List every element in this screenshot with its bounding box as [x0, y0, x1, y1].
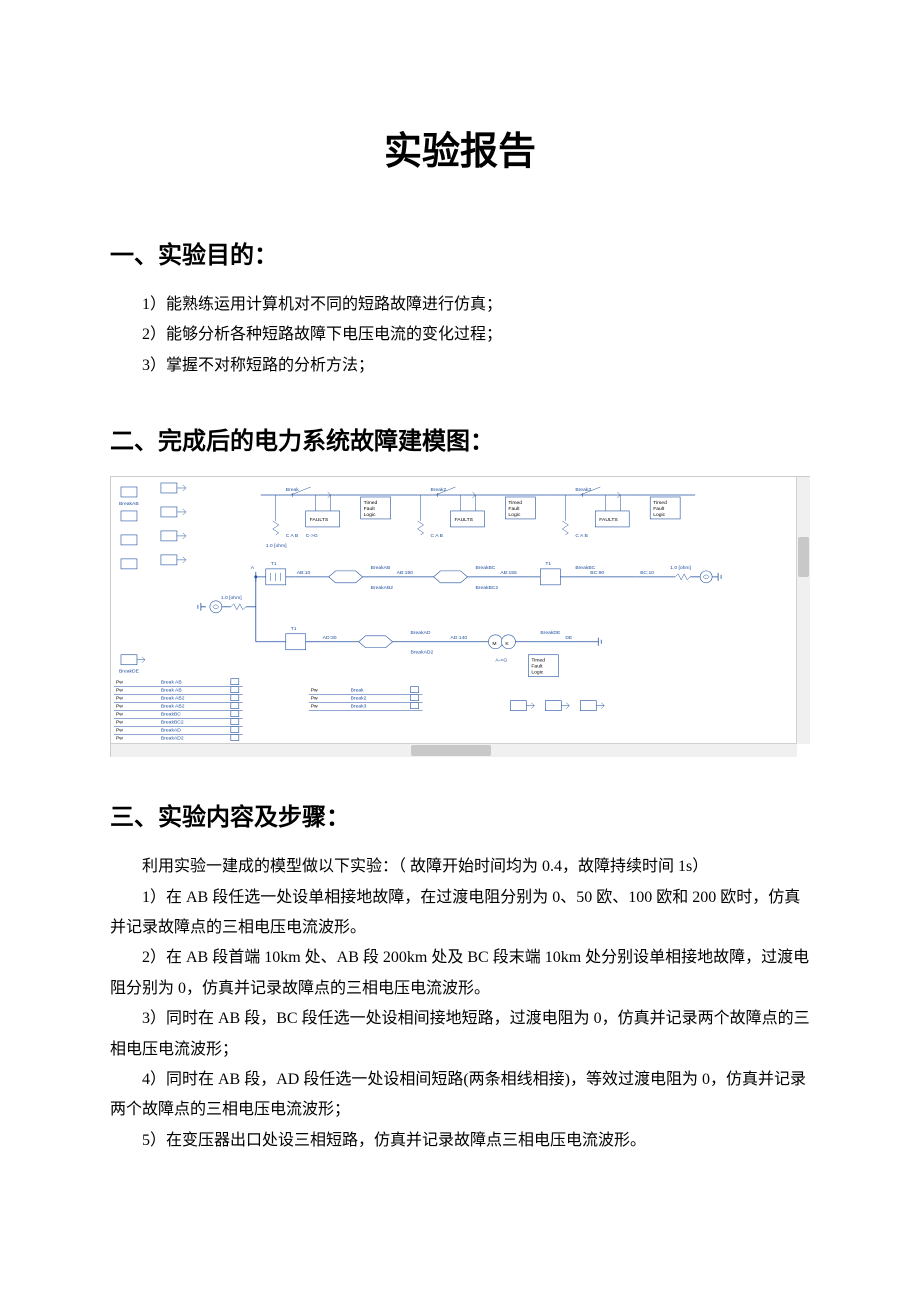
- middle-bus: 1.0 [ohm] A T1 AB:10 BreakAB Break: [198, 561, 721, 613]
- svg-text:Break AB2: Break AB2: [161, 696, 185, 702]
- svg-text:Break2: Break2: [431, 487, 447, 493]
- svg-text:Pw: Pw: [311, 696, 318, 702]
- section-3-heading: 三、实验内容及步骤：: [110, 797, 810, 832]
- svg-text:DE: DE: [565, 635, 573, 641]
- svg-text:A: A: [251, 565, 255, 571]
- svg-text:AB:155: AB:155: [500, 570, 517, 576]
- svg-text:AD:140: AD:140: [450, 635, 467, 641]
- section-2-heading: 二、完成后的电力系统故障建模图：: [110, 421, 810, 456]
- lower-bus: T1 AD:30 BreakAD BreakAD2 AD:140 M K: [256, 577, 601, 677]
- report-title: 实验报告: [110, 120, 810, 175]
- svg-text:T1: T1: [271, 561, 277, 567]
- svg-text:BreakBC: BreakBC: [161, 712, 181, 718]
- svg-text:Break AB: Break AB: [161, 680, 182, 686]
- bottom-right-sources: [510, 701, 604, 711]
- scrollbar-thumb[interactable]: [411, 745, 491, 756]
- svg-text:BreakAD2: BreakAD2: [161, 736, 184, 742]
- breaker-table-mid: Pw Break Pw Break2 Pw Break3: [309, 687, 423, 711]
- svg-text:AD:30: AD:30: [323, 635, 337, 641]
- svg-text:Logic: Logic: [531, 670, 543, 676]
- svg-text:Pw: Pw: [116, 720, 123, 726]
- svg-text:1.0 [ohm]: 1.0 [ohm]: [670, 565, 691, 571]
- svg-text:M: M: [492, 641, 496, 647]
- step-item: 1）在 AB 段任选一处设单相接地故障，在过渡电阻分别为 0、50 欧、100 …: [110, 883, 810, 944]
- svg-text:1.0 [ohm]: 1.0 [ohm]: [221, 595, 242, 601]
- svg-text:T1: T1: [291, 626, 297, 632]
- objective-item: 2）能够分析各种短路故障下电压电流的变化过程；: [110, 320, 810, 350]
- step-item: 2）在 AB 段首端 10km 处、AB 段 200km 处及 BC 段末端 1…: [110, 943, 810, 1004]
- svg-text:BreakAD: BreakAD: [161, 728, 181, 734]
- svg-text:BreakBC: BreakBC: [575, 565, 595, 571]
- svg-text:BreakAD2: BreakAD2: [411, 650, 434, 656]
- circuit-svg: BreakAB Break 1: [111, 477, 797, 744]
- svg-text:BreakAD: BreakAD: [411, 630, 431, 636]
- svg-text:Break2: Break2: [351, 696, 367, 702]
- svg-text:1.0 [ohm]: 1.0 [ohm]: [266, 543, 287, 549]
- step-item: 5）在变压器出口处设三相短路，仿真并记录故障点三相电压电流波形。: [110, 1126, 810, 1156]
- svg-text:C A B: C A B: [575, 533, 588, 539]
- svg-text:Logic: Logic: [508, 512, 520, 518]
- svg-text:FAULTS: FAULTS: [599, 517, 618, 523]
- scrollbar-thumb[interactable]: [798, 537, 809, 577]
- svg-text:FAULTS: FAULTS: [310, 517, 329, 523]
- svg-text:T1: T1: [545, 561, 551, 567]
- svg-text:AB:190: AB:190: [397, 570, 414, 576]
- svg-text:Pw: Pw: [116, 728, 123, 734]
- source-block-group: BreakAB: [119, 483, 186, 569]
- svg-text:BreakAB: BreakAB: [119, 501, 139, 507]
- section-3-intro: 利用实验一建成的模型做以下实验：（ 故障开始时间均为 0.4，故障持续时间 1s…: [110, 852, 810, 882]
- svg-text:Break3: Break3: [575, 487, 591, 493]
- svg-text:Pw: Pw: [311, 704, 318, 710]
- svg-text:Pw: Pw: [116, 688, 123, 694]
- upper-bus: Break 1.0 [ohm] FAULTS C->G C A B Timed …: [261, 487, 695, 549]
- svg-text:Pw: Pw: [116, 704, 123, 710]
- section-1-heading: 一、实验目的：: [110, 235, 810, 270]
- svg-text:A->G: A->G: [495, 658, 507, 664]
- svg-text:Break: Break: [351, 688, 365, 694]
- diagram-vertical-scrollbar[interactable]: [796, 477, 810, 744]
- svg-text:Logic: Logic: [653, 512, 665, 518]
- svg-text:Break: Break: [286, 487, 300, 493]
- svg-text:BreakAB2: BreakAB2: [371, 585, 394, 591]
- svg-text:Pw: Pw: [116, 680, 123, 686]
- svg-text:Break AB: Break AB: [161, 688, 182, 694]
- svg-text:C A B: C A B: [286, 533, 299, 539]
- power-system-diagram: BreakAB Break 1: [110, 476, 810, 757]
- svg-text:Pw: Pw: [116, 696, 123, 702]
- svg-text:Break AB2: Break AB2: [161, 704, 185, 710]
- step-item: 4）同时在 AB 段，AD 段任选一处设相间短路(两条相线相接)，等效过渡电阻为…: [110, 1065, 810, 1126]
- svg-text:AB:10: AB:10: [297, 570, 311, 576]
- diagram-horizontal-scrollbar[interactable]: [111, 743, 797, 757]
- svg-text:Pw: Pw: [311, 688, 318, 694]
- svg-text:FAULTS: FAULTS: [454, 517, 473, 523]
- svg-text:BreakBC2: BreakBC2: [161, 720, 184, 726]
- lone-breaker: BreakDE: [119, 655, 145, 675]
- svg-text:Pw: Pw: [116, 736, 123, 742]
- svg-text:BreakBC2: BreakBC2: [475, 585, 498, 591]
- svg-text:C A B: C A B: [431, 533, 444, 539]
- svg-text:BreakDE: BreakDE: [119, 669, 140, 675]
- objective-item: 3）掌握不对称短路的分析方法；: [110, 351, 810, 381]
- objective-item: 1）能熟练运用计算机对不同的短路故障进行仿真；: [110, 290, 810, 320]
- svg-text:Logic: Logic: [364, 512, 376, 518]
- section-1-list: 1）能熟练运用计算机对不同的短路故障进行仿真； 2）能够分析各种短路故障下电压电…: [110, 290, 810, 381]
- svg-text:BreakBC: BreakBC: [475, 565, 495, 571]
- svg-text:Break3: Break3: [351, 704, 367, 710]
- svg-text:Pw: Pw: [116, 712, 123, 718]
- step-item: 3）同时在 AB 段，BC 段任选一处设相间接地短路，过渡电阻为 0，仿真并记录…: [110, 1004, 810, 1065]
- svg-text:BC:10: BC:10: [640, 570, 654, 576]
- svg-text:BreakDE: BreakDE: [540, 630, 561, 636]
- breaker-table-left: Pw Break AB Pw Break AB Pw Break AB2 Pw …: [114, 679, 243, 742]
- svg-text:BreakAB: BreakAB: [371, 565, 391, 571]
- svg-text:C->G: C->G: [306, 533, 318, 539]
